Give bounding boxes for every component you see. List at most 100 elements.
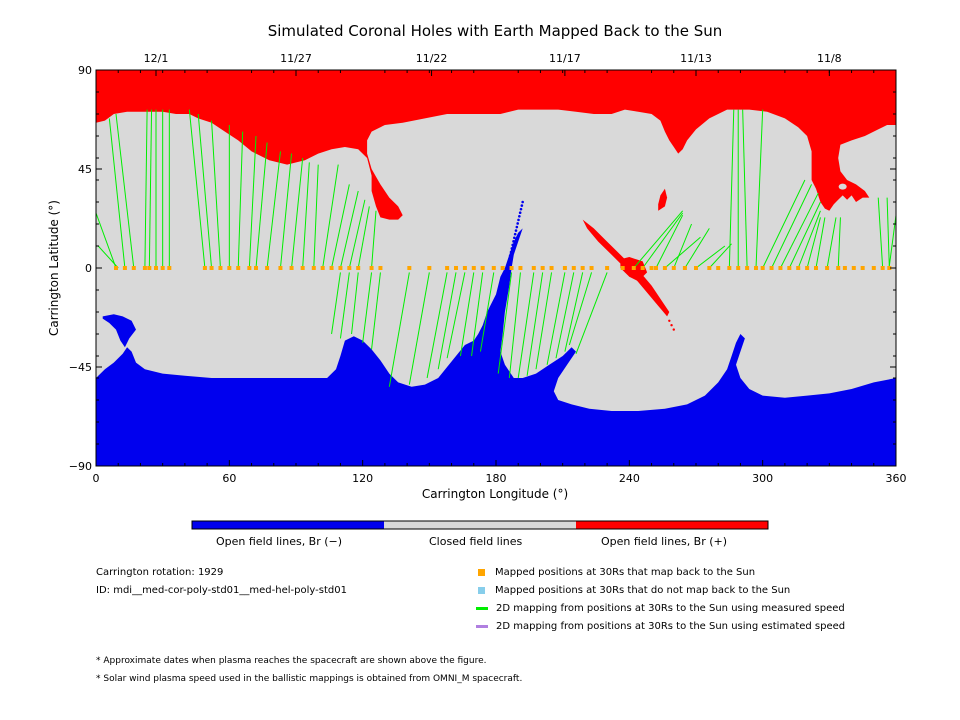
measured-speed-mapping-line (437, 272, 457, 370)
mapped-point (662, 266, 667, 270)
mapped-point (454, 266, 458, 270)
date-tick-label: 11/8 (817, 52, 842, 65)
measured-speed-mapping-line (371, 210, 377, 269)
colorbar-open-positive (576, 521, 768, 529)
date-tick-label: 11/22 (416, 52, 448, 65)
mapped-point (887, 266, 892, 270)
mapped-point (311, 266, 316, 270)
date-tick-label: 12/1 (144, 52, 169, 65)
measured-speed-mapping-line (339, 190, 359, 269)
mapped-point (631, 266, 636, 270)
mapped-point (671, 266, 676, 270)
measured-speed-mapping-line (526, 272, 544, 376)
mapped-point (836, 266, 841, 270)
mapped-point (445, 266, 450, 270)
measured-speed-mapping-line (266, 151, 281, 269)
negative-field-trail-point (515, 225, 519, 229)
x-axis-label: Carrington Longitude (°) (422, 487, 568, 501)
measured-speed-mapping-line (708, 243, 732, 269)
mapped-point (154, 266, 158, 270)
mapped-point (338, 266, 343, 270)
measured-speed-mapping-line (371, 272, 381, 350)
measured-speed-mapping-line (188, 109, 206, 269)
measured-speed-mapping-line (568, 272, 593, 346)
mapped-point (142, 266, 147, 270)
measured-speed-mapping-line (815, 217, 826, 269)
measured-speed-mapping-line (742, 109, 748, 269)
mapped-point (649, 266, 654, 270)
carrington-rotation-label: Carrington rotation: 1929 (96, 567, 224, 578)
mapped-point (871, 266, 876, 270)
mapped-point (549, 266, 554, 270)
colorbar-closed (384, 521, 576, 529)
measured-speed-mapping-line (357, 206, 370, 269)
x-tick-label: 180 (486, 472, 507, 485)
measured-speed-mapping-line (508, 272, 521, 379)
mapped-point (605, 266, 610, 270)
mapped-point-swatch (478, 568, 485, 576)
positive-open-field-patch (658, 188, 668, 211)
negative-field-trail-point (519, 207, 523, 211)
mapped-point (814, 266, 818, 270)
colorbar (191, 520, 769, 530)
positive-open-field-speckle (670, 324, 673, 327)
measured-speed-mapping-line (348, 199, 366, 269)
negative-field-trail-point (509, 250, 513, 254)
measured-speed-mapping-line (779, 192, 819, 269)
legend-item-estimated-speed: 2D mapping from positions at 30Rs to the… (476, 619, 845, 633)
measured-speed-mapping-line (248, 135, 257, 269)
measured-speed-mapping-line (108, 118, 126, 269)
measured-speed-mapping-line (673, 223, 693, 269)
negative-open-field-coronal-hole (96, 228, 896, 466)
y-tick-label: −90 (69, 460, 92, 473)
measured-speed-mapping-line (564, 272, 584, 352)
measured-speed-mapping-line (331, 272, 341, 335)
mapped-point (640, 266, 645, 270)
mapped-point (122, 266, 127, 270)
measured-speed-mapping-line (546, 272, 566, 365)
mapped-point (114, 266, 118, 270)
legend-item-measured-speed: 2D mapping from positions at 30Rs to the… (476, 601, 845, 615)
y-tick-label: 45 (78, 163, 92, 176)
plot-area (95, 70, 897, 466)
measured-speed-mapping-line (695, 245, 726, 269)
unmapped-point-swatch (478, 586, 485, 594)
mapped-point (531, 266, 536, 270)
mapped-point (300, 266, 305, 270)
measured-speed-mapping-line (362, 272, 373, 343)
measured-speed-mapping-line (788, 201, 821, 269)
mapped-point (167, 266, 172, 270)
measured-speed-mapping-line (555, 272, 575, 359)
measured-speed-mapping-line (886, 197, 890, 269)
mapped-point (860, 266, 865, 270)
measured-speed-mapping-line (279, 153, 293, 269)
model-id-label: ID: mdi__med-cor-poly-std01__med-hel-pol… (96, 585, 347, 596)
mapped-point (745, 266, 750, 270)
mapped-point (654, 266, 658, 270)
measured-speed-mapping-line (339, 272, 350, 339)
negative-field-trail-point (513, 236, 516, 240)
mapped-point (716, 266, 721, 270)
mapped-point (265, 266, 270, 270)
mapped-point (369, 266, 374, 270)
measured-speed-mapping-line (797, 210, 821, 269)
mapped-point (491, 266, 496, 270)
mapped-point (236, 266, 241, 270)
mapped-point (289, 266, 294, 270)
mapped-point (707, 266, 712, 270)
measured-speed-mapping-line (459, 272, 475, 357)
measured-speed-mapping-line (837, 217, 841, 269)
mapped-point (278, 266, 283, 270)
mapped-point (736, 266, 741, 270)
mapped-point (620, 266, 625, 270)
negative-field-trail-point (518, 211, 522, 215)
mapped-point (727, 266, 732, 270)
measured-speed-mapping-line (408, 272, 430, 385)
measured-speed-mapping-line (642, 212, 684, 269)
measured-speed-mapping-line (826, 217, 837, 269)
mapped-point (131, 266, 136, 270)
mapped-point (540, 266, 545, 270)
footnote-dates: * Approximate dates when plasma reaches … (96, 656, 487, 666)
negative-field-trail-point (513, 232, 517, 236)
